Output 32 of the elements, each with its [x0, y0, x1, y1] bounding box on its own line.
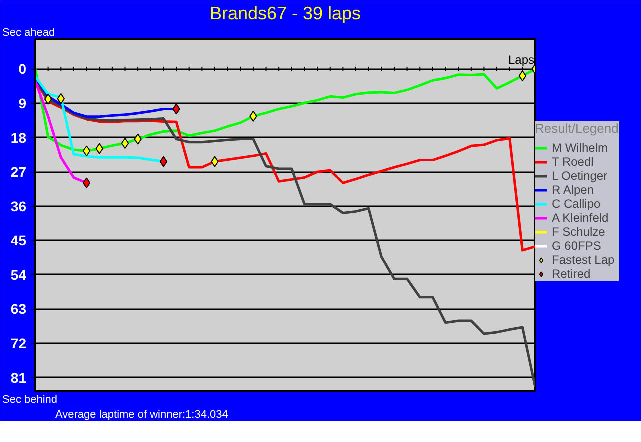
chart-title: Brands67 - 39 laps	[210, 4, 362, 24]
y-tick-label: 0	[18, 61, 27, 78]
y-tick-label: 18	[10, 130, 27, 146]
legend-label: M Wilhelm	[552, 141, 608, 155]
text: Sec behind	[2, 394, 58, 406]
legend-label: L Oetinger	[552, 169, 608, 183]
y-tick-label: 63	[10, 301, 27, 318]
y-tick-label: 45	[10, 232, 27, 249]
point	[518, 70, 527, 82]
point	[160, 156, 168, 168]
legend-label: C Callipo	[552, 197, 601, 211]
point	[44, 94, 52, 105]
legend-label: R Alpen	[552, 183, 594, 197]
y-tick-label: 36	[10, 198, 27, 214]
legend-label: F Schulze	[552, 225, 606, 239]
y-tick-label: 72	[10, 336, 27, 352]
y-tick-label: 54	[10, 266, 27, 283]
legend-title: Result/Legend	[535, 121, 619, 136]
y-tick-label: 9	[18, 96, 27, 112]
x-axis-title: Laps	[508, 53, 535, 68]
legend-label: G 60FPS	[552, 239, 602, 253]
legend-label: Retired	[552, 267, 591, 281]
point	[121, 138, 130, 149]
text: Average laptime of winner:1:34.034	[56, 409, 228, 421]
text: Sec ahead	[2, 27, 56, 39]
legend-label: A Kleinfeld	[552, 211, 609, 225]
y-tick-label: 81	[10, 370, 27, 386]
y-tick-label: 27	[10, 164, 27, 180]
point	[82, 146, 91, 157]
point	[82, 178, 91, 189]
legend-label: Fastest Lap	[552, 253, 615, 267]
legend-label: T Roedl	[552, 155, 594, 169]
